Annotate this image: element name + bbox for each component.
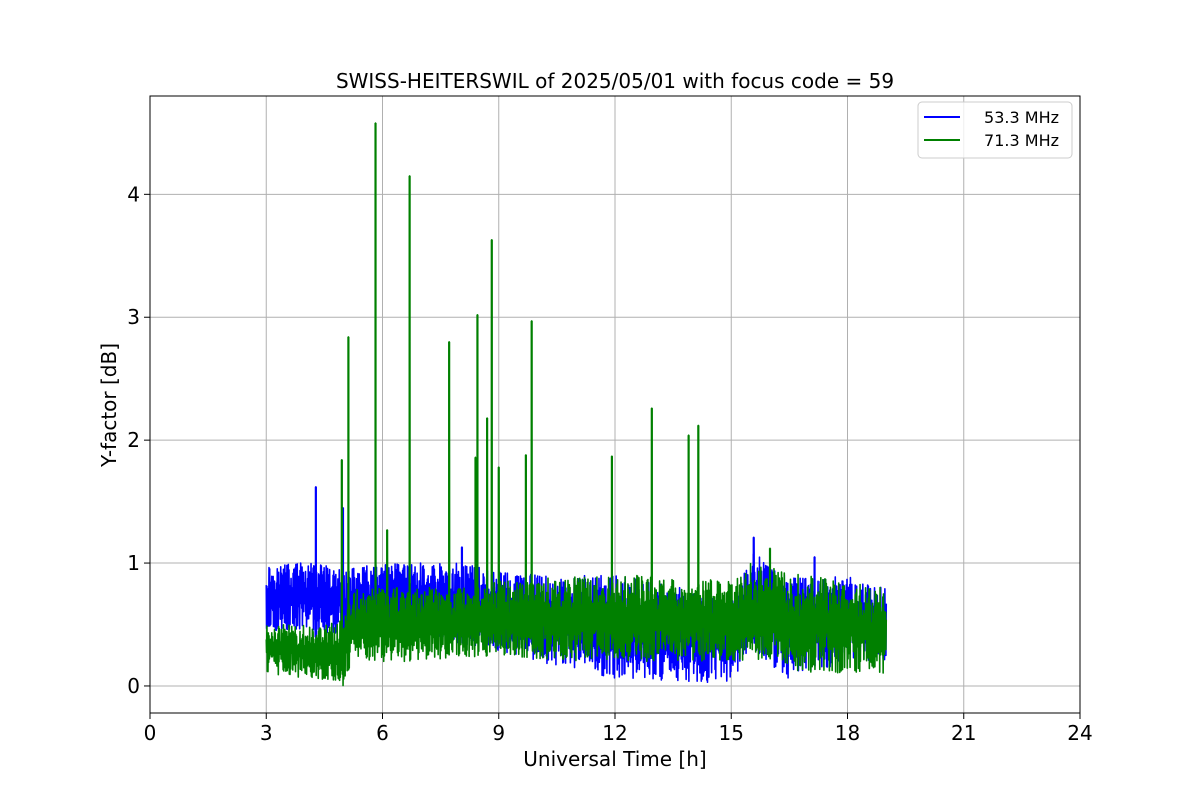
y-tick-label: 3	[127, 305, 140, 329]
x-axis-label: Universal Time [h]	[523, 747, 706, 771]
chart-title: SWISS-HEITERSWIL of 2025/05/01 with focu…	[336, 69, 894, 93]
y-tick-label: 4	[127, 182, 140, 206]
x-tick-label: 24	[1067, 721, 1092, 745]
legend-label-53mhz: 53.3 MHz	[984, 108, 1059, 127]
x-tick-label: 9	[492, 721, 505, 745]
legend: 53.3 MHz 71.3 MHz	[917, 101, 1073, 159]
data-layer	[265, 122, 888, 687]
x-tick-label: 0	[144, 721, 157, 745]
x-tick-label: 6	[376, 721, 389, 745]
y-tick-label: 2	[127, 428, 140, 452]
legend-label-71mhz: 71.3 MHz	[984, 131, 1059, 150]
x-tick-label: 3	[260, 721, 273, 745]
y-tick-label: 0	[127, 674, 140, 698]
x-tick-label: 18	[835, 721, 860, 745]
x-tick-label: 12	[602, 721, 627, 745]
x-tick-label: 15	[719, 721, 744, 745]
y-tick-label: 1	[127, 551, 140, 575]
series-line-71-3-mhz	[265, 122, 888, 687]
y-axis-label: Y-factor [dB]	[97, 343, 121, 468]
x-tick-label: 21	[951, 721, 976, 745]
